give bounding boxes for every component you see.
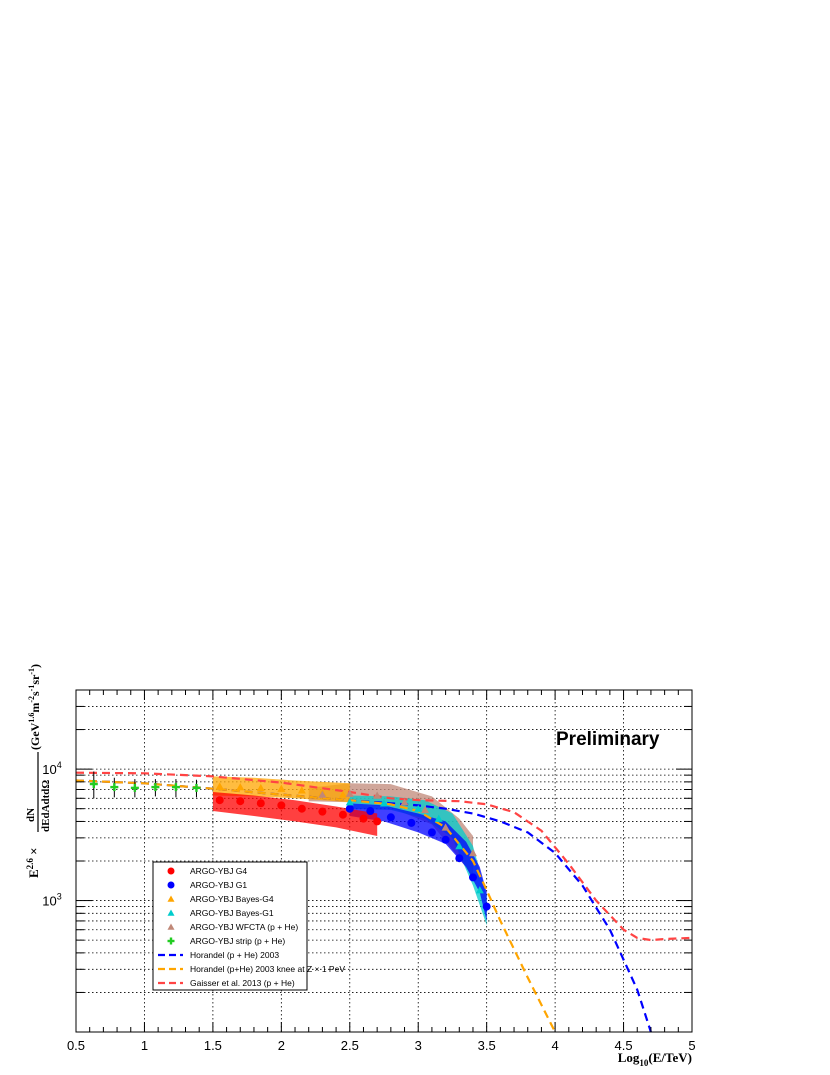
point-s5 (151, 783, 160, 792)
point-s3 (455, 842, 464, 850)
point-s3 (380, 799, 388, 807)
point-s1 (441, 835, 450, 844)
x-tick-label: 4.5 (615, 1038, 633, 1053)
point-s1 (345, 804, 354, 813)
point-s0 (256, 799, 265, 808)
svg-text:dEdAdtdΩ: dEdAdtdΩ (40, 780, 52, 832)
band-1 (349, 803, 487, 921)
point-s1 (407, 818, 416, 827)
point-s0 (359, 814, 368, 823)
legend-box (152, 861, 308, 991)
legend-marker-1 (167, 881, 175, 889)
point-s5-v (92, 780, 95, 789)
x-tick-label: 2.5 (341, 1038, 359, 1053)
legend-marker-4 (167, 923, 175, 930)
legend-label-5: ARGO-YBJ strip (p + He) (190, 936, 285, 946)
legend-label-4: ARGO-YBJ WFCTA (p + He) (190, 922, 298, 932)
point-s5 (171, 783, 180, 792)
legend-label-8: Gaisser et al. 2013 (p + He) (190, 978, 295, 988)
point-s5-v (195, 783, 198, 792)
point-s2 (297, 786, 306, 794)
legend-label-2: ARGO-YBJ Bayes-G4 (190, 894, 274, 904)
point-s2 (236, 783, 245, 791)
legend-label-0: ARGO-YBJ G4 (190, 866, 247, 876)
x-tick-label: 3 (415, 1038, 422, 1053)
legend: ARGO-YBJ G4 ARGO-YBJ G1 ARGO-YBJ Bayes-G4 A… (152, 861, 345, 991)
point-s0 (277, 801, 286, 810)
point-s1 (366, 807, 375, 816)
point-s4 (400, 798, 409, 806)
x-tick-label: 4 (551, 1038, 558, 1053)
point-s0 (215, 796, 224, 805)
band-3 (349, 795, 487, 926)
x-tick-label: 2 (278, 1038, 285, 1053)
svg-text:(GeV1.6m-2s-1sr-1): (GeV1.6m-2s-1sr-1) (27, 664, 42, 750)
point-s0 (236, 797, 245, 806)
point-s3 (414, 804, 423, 812)
point-s1 (455, 854, 464, 863)
x-tick-label: 1.5 (204, 1038, 222, 1053)
point-s4 (441, 823, 450, 831)
point-s2 (338, 790, 347, 798)
point-s3 (475, 886, 484, 894)
y-tick-label: 103 (42, 892, 61, 909)
point-s5-v (133, 783, 137, 792)
point-s2 (215, 782, 224, 790)
point-s5 (110, 783, 119, 792)
legend-marker-5 (167, 937, 175, 945)
svg-text:dN: dN (25, 808, 37, 822)
legend-marker-3 (167, 909, 175, 916)
legend-label-3: ARGO-YBJ Bayes-G1 (190, 908, 274, 918)
legend-marker-5-v (169, 937, 173, 945)
band-0 (212, 792, 378, 836)
x-axis-title: Log10(E/TeV) (618, 1050, 692, 1068)
legend-marker-0 (167, 867, 175, 875)
tick-labels: 0.5 1 1.5 2 2.5 3 3.5 4 4.5 5 103 104 (42, 760, 695, 1053)
x-tick-label: 1 (141, 1038, 148, 1053)
point-s1 (427, 828, 436, 837)
point-s5-v (174, 783, 178, 792)
point-s2 (256, 783, 265, 792)
svg-text:E2.6 ×: E2.6 × (25, 847, 41, 878)
point-s4 (318, 790, 327, 798)
y-axis-title: E2.6 × dN dEdAdtdΩ (GeV1.6m-2s-1sr-1) (25, 664, 52, 878)
point-s5 (89, 780, 98, 789)
point-s2 (277, 784, 286, 792)
legend-label-6: Horandel (p + He) 2003 (190, 950, 279, 960)
legend-label-1: ARGO-YBJ G1 (190, 880, 247, 890)
axes-frame (75, 689, 693, 1033)
data-points (89, 771, 491, 911)
point-s5 (192, 783, 201, 792)
point-s5-v (154, 783, 157, 792)
point-s4 (421, 805, 430, 814)
point-s4 (345, 789, 354, 797)
legend-label-7: Horandel (p+He) 2003 knee at Z × 1 PeV (190, 964, 345, 974)
preliminary-annotation: Preliminary (556, 729, 660, 750)
x-tick-label: 5 (688, 1038, 695, 1053)
point-s0 (338, 810, 347, 819)
point-s0 (373, 817, 382, 826)
point-s5 (130, 783, 139, 792)
point-s1 (468, 873, 477, 882)
point-s3 (345, 798, 354, 806)
point-s4 (373, 791, 382, 799)
point-s1 (482, 902, 491, 911)
point-s5-v (113, 783, 116, 792)
point-s1 (386, 813, 395, 822)
y-tick-label: 104 (42, 760, 61, 777)
legend-marker-2 (167, 895, 175, 902)
point-s3 (434, 814, 443, 822)
point-s4 (468, 849, 477, 857)
x-tick-label: 0.5 (67, 1038, 85, 1053)
point-s0 (318, 807, 327, 816)
x-tick-label: 3.5 (478, 1038, 496, 1053)
point-s0 (297, 804, 306, 813)
